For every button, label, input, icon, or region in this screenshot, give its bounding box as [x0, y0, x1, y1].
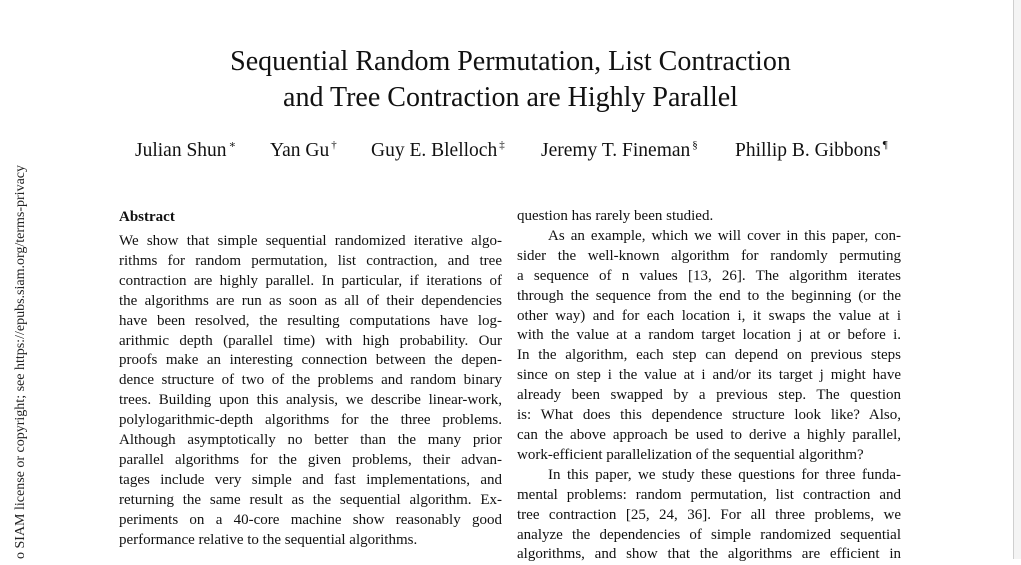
- author-blelloch: Guy E. Blelloch ‡: [371, 139, 505, 161]
- author-gibbons: Phillip B. Gibbons ¶: [735, 139, 888, 161]
- text-line: have been resolved, the resulting comput…: [119, 312, 502, 329]
- text-line: We show that simple sequential randomize…: [119, 233, 502, 249]
- author-fineman: Jeremy T. Fineman §: [541, 139, 698, 161]
- text-line: tree contraction [25, 24, 36]. For all t…: [517, 506, 901, 523]
- text-line: sider the well-known algorithm for rando…: [517, 247, 901, 264]
- footnote-mark: §: [692, 139, 698, 151]
- text-line: dence structure of two of the problems a…: [119, 372, 502, 389]
- footnote-mark: ∗: [228, 139, 237, 151]
- text-line: since on step i the value at i and/or it…: [517, 367, 901, 384]
- text-line: question has rarely been studied.: [517, 208, 714, 224]
- text-line: other way) and for each location i, it s…: [517, 307, 901, 324]
- text-line: polylogarithmic-depth algorithms for the…: [119, 412, 502, 429]
- text-line: proofs make an interesting connection be…: [119, 352, 502, 369]
- text-line: contraction are highly parallel. In part…: [119, 272, 502, 289]
- text-line: In this paper, we study these questions …: [548, 466, 901, 483]
- text-line: algorithms, and show that the algorithms…: [517, 546, 901, 563]
- text-line: work-efficient parallelization of the se…: [517, 446, 864, 463]
- text-line: trees. Building upon this analysis, we d…: [119, 392, 502, 409]
- abstract-heading: Abstract: [119, 209, 175, 225]
- text-line: can the above approach be used to derive…: [517, 426, 901, 443]
- text-line: rithms for random permutation, list cont…: [119, 252, 502, 269]
- page-edge: [1013, 0, 1021, 559]
- text-line: As an example, which we will cover in th…: [548, 227, 901, 244]
- text-line: performance relative to the sequential a…: [119, 531, 418, 548]
- text-line: with the value at a random target locati…: [517, 327, 901, 344]
- text-line: parallel algorithms for the given proble…: [119, 451, 502, 468]
- text-line: In the algorithm, each step can depend o…: [517, 347, 901, 364]
- text-line: periments on a 40-core machine show reas…: [119, 511, 502, 528]
- text-line: a sequence of n values [13, 26]. The alg…: [517, 267, 901, 284]
- text-line: Although asymptotically no better than t…: [119, 432, 502, 449]
- side-copyright-notice: o SIAM license or copyright; see https:/…: [13, 164, 28, 559]
- abstract-section: Abstract We show that simple sequential …: [119, 207, 502, 551]
- footnote-mark: ‡: [499, 139, 505, 151]
- intro-column: question has rarely been studied. As an …: [517, 207, 901, 565]
- footnote-mark: ¶: [882, 139, 888, 151]
- text-line: is: What does this dependence structure …: [517, 407, 901, 424]
- text-line: through the sequence from the end to the…: [517, 287, 901, 304]
- footnote-mark: †: [331, 139, 337, 151]
- abstract-body: We show that simple sequential randomize…: [119, 232, 502, 551]
- text-line: arithmic depth (parallel time) with high…: [119, 332, 502, 349]
- title-line-2: and Tree Contraction are Highly Parallel: [283, 82, 738, 113]
- text-line: tages include very simple and fast imple…: [119, 471, 502, 488]
- title-line-1: Sequential Random Permutation, List Cont…: [230, 46, 791, 77]
- text-line: returning the same result as the sequent…: [119, 491, 502, 508]
- author-shun: Julian Shun ∗: [135, 139, 237, 161]
- author-gu: Yan Gu †: [270, 139, 337, 161]
- text-line: already been swapped by a previous step.…: [517, 387, 901, 404]
- text-line: the algorithms are run as soon as all of…: [119, 292, 502, 309]
- paper-title: Sequential Random Permutation, List Cont…: [0, 44, 1021, 116]
- text-line: mental problems: random permutation, lis…: [517, 486, 901, 503]
- text-line: analyze the dependencies of simple rando…: [517, 526, 901, 543]
